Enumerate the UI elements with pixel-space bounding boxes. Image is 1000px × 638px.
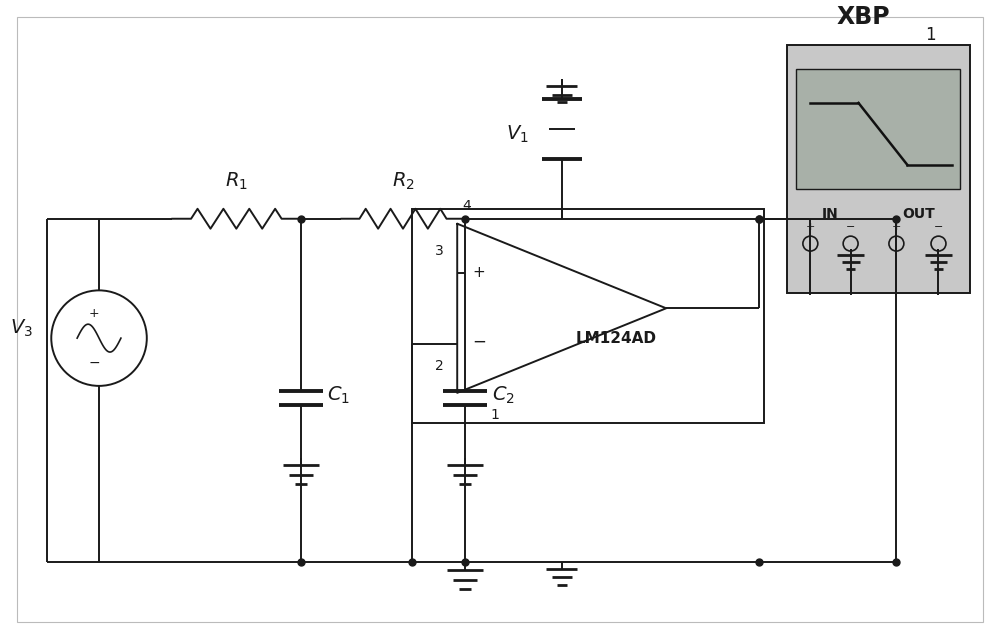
Text: −: −	[88, 356, 100, 370]
Text: $R_1$: $R_1$	[225, 170, 248, 191]
Text: 1: 1	[925, 26, 935, 43]
Text: $R_2$: $R_2$	[392, 170, 414, 191]
Text: +: +	[806, 221, 815, 232]
Text: $C_1$: $C_1$	[327, 385, 350, 406]
Text: XBP: XBP	[837, 4, 890, 29]
Text: $V_1$: $V_1$	[506, 124, 528, 145]
Text: OUT: OUT	[902, 207, 935, 221]
Bar	[796, 70, 960, 189]
Text: −: −	[846, 221, 855, 232]
Text: $C_2$: $C_2$	[492, 385, 514, 406]
Text: 2: 2	[435, 359, 444, 373]
Bar	[412, 209, 764, 423]
Text: +: +	[473, 265, 485, 280]
Bar	[787, 45, 970, 293]
Text: +: +	[892, 221, 901, 232]
Text: −: −	[934, 221, 943, 232]
Text: −: −	[472, 333, 486, 351]
Text: LM124AD: LM124AD	[576, 330, 657, 346]
Text: +: +	[89, 307, 99, 320]
Text: 1: 1	[491, 408, 499, 422]
Text: 4: 4	[463, 199, 472, 213]
Text: 3: 3	[435, 244, 444, 258]
Text: $V_3$: $V_3$	[10, 318, 33, 339]
Text: IN: IN	[822, 207, 839, 221]
